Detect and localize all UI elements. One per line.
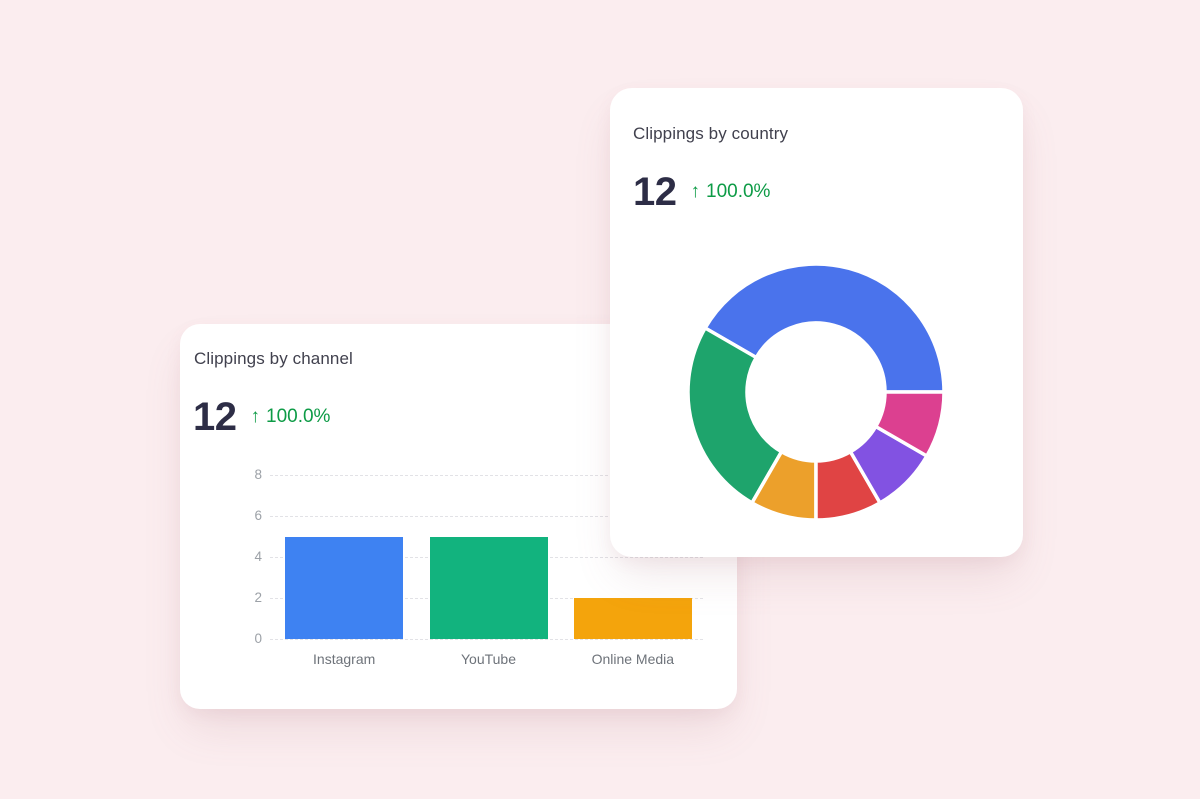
- gridline-0: [270, 639, 703, 640]
- x-label-youtube: YouTube: [460, 651, 516, 667]
- metric-change-percent-country: 100.0%: [706, 181, 771, 202]
- metric-row-country: 12 ↑ 100.0%: [633, 169, 770, 215]
- metric-change-percent-channel: 100.0%: [266, 406, 331, 427]
- donut-slice-1: [702, 262, 946, 394]
- card-title-channel: Clippings by channel: [194, 349, 353, 368]
- metric-value-channel: 12: [193, 394, 237, 439]
- donut-slice-6: [873, 390, 946, 459]
- gridline-8: [270, 475, 703, 476]
- donut-chart: [686, 262, 946, 522]
- clippings-by-country-card: Clippings by country 12 ↑ 100.0%: [610, 88, 1023, 557]
- up-arrow-icon: ↑: [250, 406, 261, 427]
- metric-row-channel: 12 ↑ 100.0%: [193, 394, 330, 440]
- x-label-online-media: Online Media: [591, 651, 675, 667]
- bar-youtube: [429, 536, 548, 639]
- x-label-instagram: Instagram: [313, 651, 376, 667]
- y-tick-4: 4: [254, 549, 262, 564]
- bar-chart: 8 6 4 2 0 Instagram YouTube Online Media: [180, 324, 737, 709]
- y-tick-6: 6: [254, 508, 262, 523]
- gridline-6: [270, 516, 703, 517]
- metric-change-country: ↑ 100.0%: [691, 181, 771, 203]
- metric-value-country: 12: [633, 169, 677, 214]
- y-tick-8: 8: [254, 467, 262, 482]
- metric-change-channel: ↑ 100.0%: [251, 406, 331, 428]
- y-tick-0: 0: [254, 631, 262, 646]
- y-tick-2: 2: [254, 590, 262, 605]
- bar-instagram: [285, 536, 404, 639]
- bar-online-media: [573, 598, 692, 639]
- up-arrow-icon: ↑: [690, 181, 701, 202]
- donut-slice-2: [686, 325, 784, 506]
- card-title-country: Clippings by country: [633, 124, 789, 143]
